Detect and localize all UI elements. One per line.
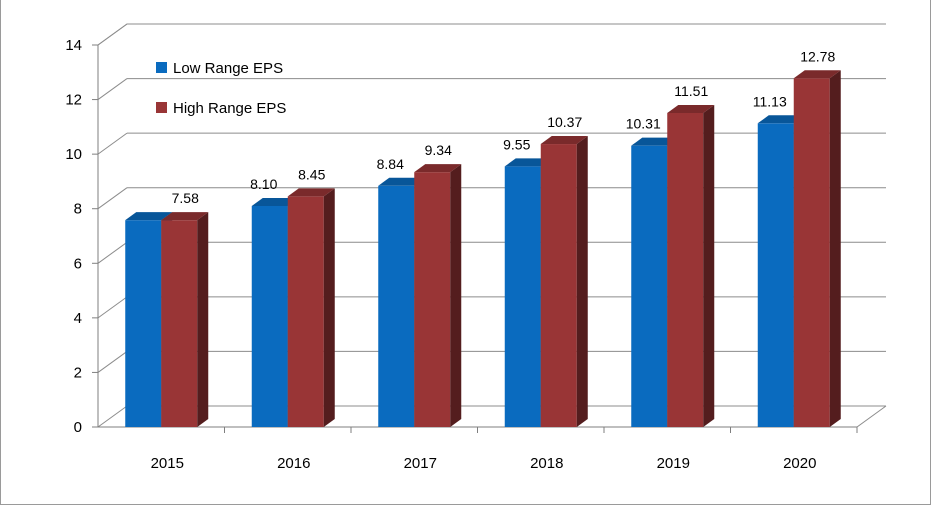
data-label: 12.78 <box>800 48 835 64</box>
bar-front <box>631 145 668 428</box>
bar-side <box>323 188 335 427</box>
bar-side <box>703 104 715 427</box>
bar-top <box>414 164 462 173</box>
y-tick-label: 12 <box>65 92 82 109</box>
bar[interactable] <box>667 104 715 427</box>
bar-front <box>287 196 324 427</box>
bar-top <box>667 104 715 113</box>
data-label: 8.45 <box>298 166 325 182</box>
bar-side <box>197 212 209 427</box>
legend-swatch <box>156 62 167 73</box>
gridline-side <box>97 23 128 46</box>
axes: 0 2 4 6 8 10 12 14 2015 2016 2017 2018 2019 2020 <box>65 37 858 472</box>
x-tick-label: 2016 <box>277 455 310 472</box>
legend-label: Low Range EPS <box>173 60 283 77</box>
legend-item[interactable]: High Range EPS <box>156 100 286 117</box>
y-tick-label: 4 <box>74 310 82 327</box>
data-label: 9.55 <box>503 136 530 152</box>
legend-swatch <box>156 102 167 113</box>
bar-top <box>757 115 805 124</box>
bar-top <box>251 197 299 206</box>
y-tick-label: 10 <box>65 146 82 163</box>
bar-top <box>631 137 679 146</box>
bar-side <box>829 70 841 427</box>
bar-front <box>757 123 794 427</box>
legend-label: High Range EPS <box>173 100 286 117</box>
y-tick-label: 14 <box>65 37 82 54</box>
bar-front <box>540 144 577 427</box>
gridline-side <box>97 132 128 155</box>
bar-front <box>414 172 451 427</box>
x-tick-label: 2017 <box>404 455 437 472</box>
bar-front <box>251 205 288 427</box>
data-label: 11.13 <box>753 93 787 109</box>
bar-top <box>504 158 552 167</box>
bar-top <box>540 136 588 145</box>
bar-front <box>161 220 198 427</box>
bar-front <box>793 78 830 427</box>
bar-side <box>576 136 588 427</box>
bar-top <box>287 188 335 197</box>
gridline-side <box>97 78 128 100</box>
bar-top <box>125 212 173 221</box>
data-label: 8.84 <box>377 156 404 172</box>
bar-front <box>667 112 704 427</box>
data-label: 10.31 <box>626 116 661 132</box>
bar[interactable] <box>287 188 335 427</box>
bars <box>125 70 841 428</box>
data-labels: 7.58 8.10 8.45 8.84 9.34 9.55 10.37 10.31 11.51 1… <box>172 48 836 206</box>
legend-item[interactable]: Low Range EPS <box>156 60 283 77</box>
bar[interactable] <box>414 164 462 427</box>
x-tick-label: 2018 <box>530 455 563 472</box>
y-tick-label: 8 <box>74 201 82 218</box>
x-tick-label: 2020 <box>783 455 816 472</box>
bar-top <box>161 212 209 221</box>
gridline-side <box>97 296 128 319</box>
x-tick-label: 2015 <box>151 455 184 472</box>
bar-side <box>450 164 462 427</box>
bar-front <box>504 166 541 427</box>
y-tick-label: 2 <box>74 364 82 381</box>
gridline-side <box>97 187 128 210</box>
data-label: 7.58 <box>172 190 199 206</box>
bar-top <box>793 70 841 79</box>
x-tick-label: 2019 <box>657 455 690 472</box>
data-label: 11.51 <box>674 83 708 99</box>
data-label: 9.34 <box>425 142 452 158</box>
bar-front <box>125 220 162 427</box>
data-label: 8.10 <box>250 176 277 192</box>
bar[interactable] <box>540 136 588 427</box>
gridline-side <box>97 405 128 428</box>
bar-top <box>378 177 426 186</box>
y-tick-label: 6 <box>74 255 82 272</box>
bar[interactable] <box>793 70 841 427</box>
gridline-side <box>97 241 128 264</box>
gridline-side <box>97 351 128 373</box>
bar-front <box>378 185 415 427</box>
y-tick-label: 0 <box>74 419 82 436</box>
bar[interactable] <box>161 212 209 427</box>
legend[interactable]: Low Range EPS High Range EPS <box>156 60 286 117</box>
data-label: 10.37 <box>547 114 582 130</box>
